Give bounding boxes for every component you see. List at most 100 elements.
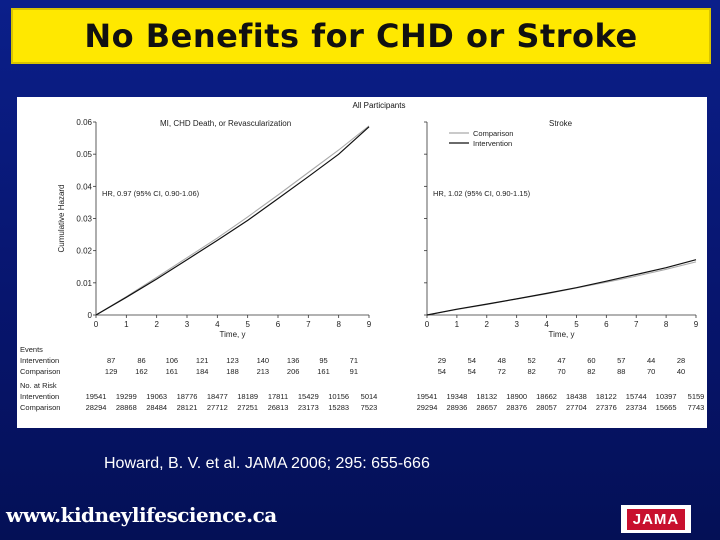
stroke-hr-annotation: HR, 1.02 (95% CI, 0.90-1.15) [433, 189, 531, 198]
chd-events-comparison: 213 [257, 367, 270, 376]
figure-panel: All Participants 0 0.01 0.02 0.03 0.04 0.05 0.0… [17, 97, 707, 428]
chd-events-intervention: 71 [350, 356, 358, 365]
chd-x-tick-label: 1 [124, 320, 129, 329]
chd-x-axis-label: Time, y [220, 330, 246, 339]
events-heading: Events [20, 345, 43, 354]
chd-x-tick-label: 9 [367, 320, 372, 329]
chd-at-risk-intervention: 18477 [207, 392, 228, 401]
chd-at-risk-intervention: 15429 [298, 392, 319, 401]
stroke-x-tick-label: 4 [544, 320, 549, 329]
stroke-events-intervention: 47 [557, 356, 565, 365]
stroke-at-risk-comparison: 28057 [536, 403, 557, 412]
chd-hr-annotation: HR, 0.97 (95% CI, 0.90-1.06) [102, 189, 200, 198]
chd-events-comparison: 129 [105, 367, 118, 376]
chd-x-tick-label: 2 [154, 320, 159, 329]
chd-y-tick-label: 0.06 [76, 118, 92, 127]
legend-label-comparison: Comparison [473, 129, 513, 138]
stroke-at-risk-intervention: 15744 [626, 392, 647, 401]
stroke-at-risk-intervention: 10397 [656, 392, 677, 401]
chd-x-tick-label: 5 [245, 320, 250, 329]
chd-at-risk-comparison: 26813 [268, 403, 289, 412]
chd-x-tick-label: 6 [276, 320, 281, 329]
chd-x-tick-label: 8 [336, 320, 341, 329]
stroke-at-risk-intervention: 18132 [476, 392, 497, 401]
chd-at-risk-intervention: 19541 [86, 392, 107, 401]
stroke-events-intervention: 28 [677, 356, 685, 365]
stroke-events-comparison: 82 [527, 367, 535, 376]
stroke-x-tick-label: 9 [694, 320, 699, 329]
stroke-x-tick-label: 1 [455, 320, 460, 329]
stroke-at-risk-comparison: 23734 [626, 403, 647, 412]
stroke-events-intervention: 57 [617, 356, 625, 365]
stroke-x-tick-label: 8 [664, 320, 669, 329]
chd-events-intervention: 136 [287, 356, 300, 365]
slide-title: No Benefits for CHD or Stroke [84, 17, 638, 55]
stroke-at-risk-comparison: 28376 [506, 403, 527, 412]
chd-events-intervention: 106 [166, 356, 179, 365]
chd-events-intervention: 121 [196, 356, 209, 365]
legend-label-intervention: Intervention [473, 139, 512, 148]
chd-at-risk-intervention: 17811 [268, 392, 288, 401]
stroke-panel-title: Stroke [549, 119, 573, 128]
chd-events-comparison: 91 [350, 367, 358, 376]
chd-at-risk-comparison: 28868 [116, 403, 137, 412]
chd-at-risk-intervention: 18776 [177, 392, 198, 401]
stroke-x-tick-label: 5 [574, 320, 579, 329]
chd-at-risk-comparison: 7523 [361, 403, 378, 412]
chd-series-intervention [95, 126, 370, 316]
chd-events-comparison: 184 [196, 367, 209, 376]
chd-y-tick-label: 0.04 [76, 182, 92, 191]
at-risk-row-label: Intervention [20, 392, 59, 401]
chd-events-comparison: 206 [287, 367, 300, 376]
stroke-events-intervention: 48 [498, 356, 506, 365]
chd-at-risk-comparison: 28294 [86, 403, 107, 412]
chd-at-risk-comparison: 27712 [207, 403, 228, 412]
stroke-at-risk-comparison: 27704 [566, 403, 587, 412]
chd-at-risk-intervention: 5014 [361, 392, 378, 401]
stroke-at-risk-intervention: 19541 [417, 392, 438, 401]
at-risk-heading: No. at Risk [20, 381, 57, 390]
stroke-at-risk-intervention: 5159 [688, 392, 705, 401]
stroke-at-risk-intervention: 18900 [506, 392, 527, 401]
chd-at-risk-intervention: 10156 [328, 392, 349, 401]
stroke-events-comparison: 70 [647, 367, 655, 376]
chd-events-comparison: 188 [226, 367, 239, 376]
chd-at-risk-comparison: 28121 [177, 403, 198, 412]
stroke-events-intervention: 52 [527, 356, 535, 365]
logo-text: JAMA [626, 508, 686, 530]
kaplan-meier-figure: All Participants 0 0.01 0.02 0.03 0.04 0.05 0.0… [20, 101, 705, 412]
stroke-events-intervention: 54 [468, 356, 476, 365]
chd-events-comparison: 161 [166, 367, 179, 376]
stroke-x-tick-label: 2 [485, 320, 490, 329]
stroke-events-comparison: 54 [438, 367, 446, 376]
stroke-events-comparison: 82 [587, 367, 595, 376]
events-row-label: Comparison [20, 367, 60, 376]
chd-events-intervention: 123 [226, 356, 239, 365]
stroke-at-risk-intervention: 19348 [446, 392, 467, 401]
stroke-at-risk-intervention: 18438 [566, 392, 587, 401]
stroke-events-comparison: 54 [468, 367, 476, 376]
chd-x-tick-label: 7 [306, 320, 311, 329]
citation: Howard, B. V. et al. JAMA 2006; 295: 655… [104, 455, 430, 472]
chd-events-intervention: 95 [319, 356, 327, 365]
stroke-at-risk-comparison: 28657 [476, 403, 497, 412]
stroke-events-comparison: 72 [498, 367, 506, 376]
chd-at-risk-intervention: 18189 [237, 392, 258, 401]
stroke-events-comparison: 88 [617, 367, 625, 376]
website-link[interactable]: www.kidneylifescience.ca [6, 503, 277, 527]
chd-x-tick-label: 3 [185, 320, 190, 329]
chd-at-risk-comparison: 27251 [237, 403, 258, 412]
chd-at-risk-intervention: 19063 [146, 392, 167, 401]
stroke-events-intervention: 44 [647, 356, 655, 365]
events-row-label: Intervention [20, 356, 59, 365]
chd-events-intervention: 87 [107, 356, 115, 365]
stroke-x-tick-label: 7 [634, 320, 639, 329]
figure-super-title: All Participants [353, 101, 406, 110]
chd-x-tick-label: 4 [215, 320, 220, 329]
chd-at-risk-comparison: 23173 [298, 403, 319, 412]
stroke-at-risk-comparison: 15665 [656, 403, 677, 412]
stroke-x-tick-label: 0 [425, 320, 430, 329]
chd-at-risk-comparison: 15283 [328, 403, 349, 412]
stroke-x-tick-label: 3 [514, 320, 519, 329]
chd-events-intervention: 86 [137, 356, 145, 365]
